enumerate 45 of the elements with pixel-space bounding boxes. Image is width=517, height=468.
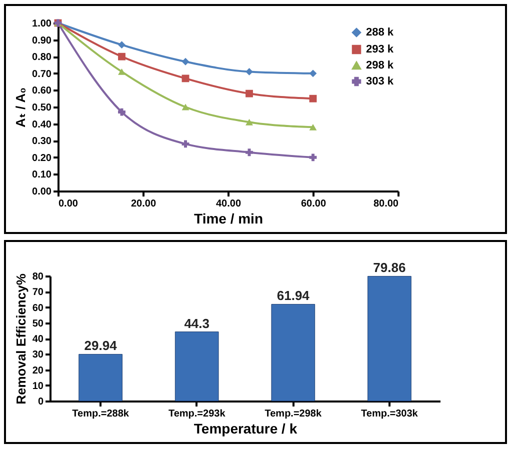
bar: [271, 304, 316, 402]
bar: [78, 354, 122, 402]
y-axis-title: Aₜ / A₀: [13, 87, 28, 128]
y-tick-label: 80: [32, 272, 44, 282]
y-tick-label: 10: [32, 380, 44, 392]
y-tick-label: 0.00: [32, 186, 52, 198]
data-label: 61.94: [276, 288, 310, 304]
legend-label: 288 k: [366, 26, 394, 38]
y-tick-label: 60: [32, 302, 44, 314]
x-tick-label: Temp.=293k: [168, 408, 226, 420]
x-tick-label: Temp.=288k: [72, 408, 130, 420]
y-tick-label: 0.20: [32, 152, 52, 164]
y-tick-label: 0.50: [32, 102, 52, 114]
legend-label: 293 k: [366, 44, 394, 56]
y-tick-label: 0.90: [32, 35, 52, 46]
y-tick-label: 0.60: [32, 86, 52, 97]
data-label: 29.94: [84, 338, 118, 354]
x-axis-title: Time / min: [194, 210, 263, 226]
x-tick-label: 0.00: [58, 198, 78, 210]
y-tick-label: 40: [32, 334, 44, 345]
y-tick-label: 0.10: [32, 170, 52, 181]
x-tick-label: 40.00: [216, 198, 242, 210]
y-tick-label: 0.40: [32, 119, 52, 130]
bar: [174, 332, 219, 402]
y-tick-label: 70: [32, 287, 44, 298]
x-tick-label: 60.00: [300, 198, 326, 210]
y-tick-label: 30: [32, 350, 44, 361]
legend-label: 298 k: [366, 60, 394, 72]
y-tick-label: 0.30: [32, 136, 52, 148]
y-tick-label: 50: [32, 318, 44, 330]
y-axis-title: Removal Efficiency%: [13, 273, 28, 404]
x-tick-label: Temp.=298k: [264, 408, 322, 420]
data-label: 44.3: [184, 316, 210, 331]
bar: [368, 276, 412, 402]
x-tick-label: 80.00: [373, 198, 399, 210]
x-tick-label: 20.00: [130, 198, 156, 210]
data-label: 79.86: [373, 260, 406, 276]
y-tick-label: 0.80: [32, 52, 52, 64]
x-tick-label: Temp.=303k: [361, 408, 418, 420]
y-tick-label: 0: [38, 396, 44, 408]
y-tick-label: 20: [32, 365, 44, 376]
x-axis-title: Temperature / k: [194, 420, 298, 436]
y-tick-label: 0.70: [32, 68, 52, 80]
y-tick-label: 1.00: [32, 18, 52, 30]
legend-label: 303 k: [366, 76, 394, 88]
